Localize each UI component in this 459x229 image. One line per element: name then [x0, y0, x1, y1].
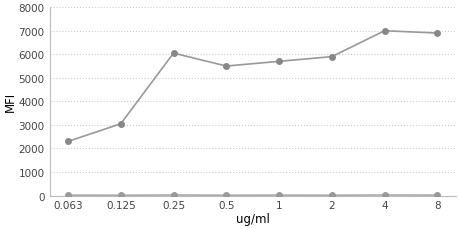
X-axis label: ug/ml: ug/ml	[235, 212, 269, 225]
Y-axis label: MFI: MFI	[4, 92, 17, 112]
